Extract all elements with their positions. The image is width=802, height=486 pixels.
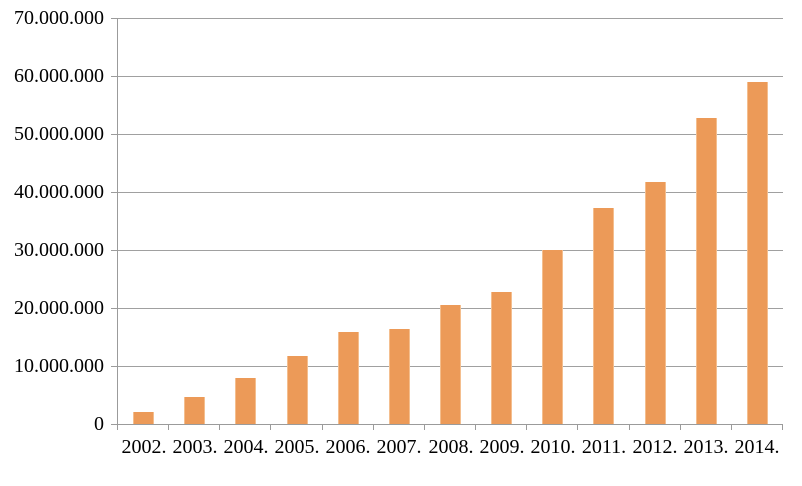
x-tick-label: 2003. <box>172 436 218 458</box>
x-axis-tick <box>372 425 374 430</box>
bar-2013 <box>696 118 717 424</box>
bar-2005 <box>287 356 308 424</box>
x-axis-tick <box>423 425 425 430</box>
bar-2010 <box>542 250 563 424</box>
x-axis-tick <box>577 425 579 430</box>
x-axis-tick <box>117 425 118 430</box>
gridline <box>118 250 783 251</box>
y-tick-label: 40.000.000 <box>14 181 104 203</box>
x-tick-label: 2008. <box>428 436 474 458</box>
x-tick-label: 2009. <box>479 436 525 458</box>
x-tick-label: 2010. <box>530 436 576 458</box>
x-tick-label: 2014. <box>734 436 780 458</box>
x-axis-tick <box>168 425 170 430</box>
x-axis <box>117 424 783 425</box>
bar-2004 <box>235 378 256 424</box>
y-axis-tick <box>111 308 118 309</box>
bar-2014 <box>747 82 768 424</box>
bar-2006 <box>338 332 359 424</box>
x-tick-label: 2011. <box>581 436 627 458</box>
gridline <box>118 18 783 19</box>
bar-2007 <box>389 329 410 424</box>
y-axis-tick <box>111 76 118 77</box>
y-axis-tick <box>111 134 118 135</box>
y-tick-label: 60.000.000 <box>14 65 104 87</box>
x-tick-label: 2007. <box>376 436 422 458</box>
x-tick-label: 2013. <box>683 436 729 458</box>
gridline <box>118 76 783 77</box>
y-axis <box>117 18 118 425</box>
y-tick-label: 20.000.000 <box>14 297 104 319</box>
x-tick-label: 2006. <box>325 436 371 458</box>
x-axis-tick <box>321 425 323 430</box>
x-axis-tick <box>475 425 477 430</box>
gridline <box>118 192 783 193</box>
bar-2011 <box>593 208 614 424</box>
x-axis-tick <box>782 425 783 430</box>
y-axis-tick <box>111 250 118 251</box>
y-axis-tick <box>111 424 118 425</box>
x-axis-tick <box>219 425 221 430</box>
x-axis-tick <box>679 425 681 430</box>
y-tick-label: 70.000.000 <box>14 7 104 29</box>
y-axis-tick <box>111 18 118 19</box>
y-tick-label: 30.000.000 <box>14 239 104 261</box>
x-axis-tick <box>628 425 630 430</box>
y-tick-label: 10.000.000 <box>14 355 104 377</box>
x-axis-tick <box>730 425 732 430</box>
gridline <box>118 134 783 135</box>
x-tick-label: 2005. <box>274 436 320 458</box>
y-tick-label: 0 <box>94 413 104 435</box>
bar-2003 <box>184 397 205 424</box>
bar-2009 <box>491 292 512 424</box>
x-tick-label: 2012. <box>632 436 678 458</box>
y-axis-tick <box>111 192 118 193</box>
x-tick-label: 2002. <box>121 436 167 458</box>
y-axis-tick <box>111 366 118 367</box>
x-axis-tick <box>270 425 272 430</box>
bar-2002 <box>133 412 154 424</box>
x-tick-label: 2004. <box>223 436 269 458</box>
x-axis-tick <box>526 425 528 430</box>
y-tick-label: 50.000.000 <box>14 123 104 145</box>
bar-2008 <box>440 305 461 424</box>
bar-2012 <box>645 182 666 424</box>
